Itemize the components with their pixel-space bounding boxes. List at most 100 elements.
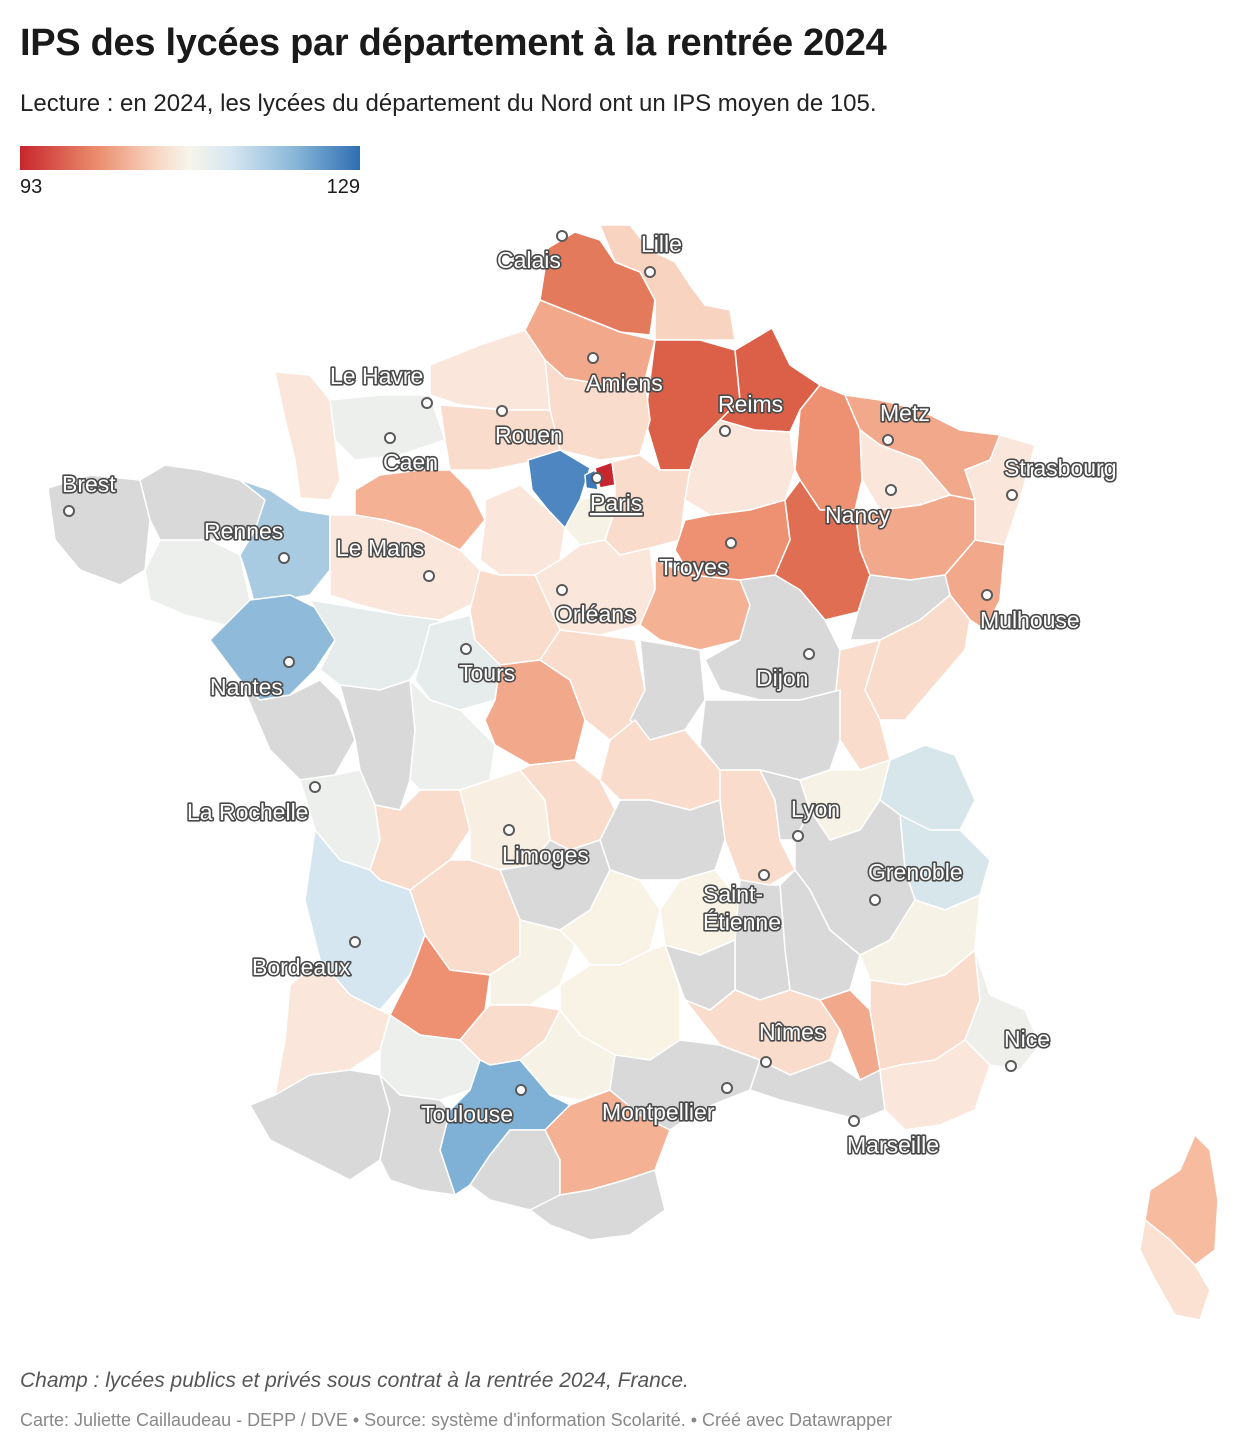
city-montpellier[interactable]: Montpellier: [600, 1082, 733, 1127]
department-gers[interactable]: [379, 1014, 481, 1101]
department-charente-maritime[interactable]: [299, 769, 381, 871]
department-moselle[interactable]: [844, 394, 1001, 501]
department-var[interactable]: [879, 1039, 991, 1131]
city-reims[interactable]: Reims: [716, 389, 785, 437]
department-loir-et-cher[interactable]: [469, 569, 561, 666]
city-rennes[interactable]: Rennes: [202, 516, 290, 564]
department-nievre[interactable]: [629, 639, 706, 741]
department-bas-rhin[interactable]: [964, 434, 1036, 546]
city-la-rochelle[interactable]: La Rochelle: [185, 781, 321, 827]
department-mayenne-sarthe[interactable]: [329, 514, 481, 621]
city-le-havre[interactable]: Le Havre: [328, 361, 433, 409]
department-vienne[interactable]: [409, 679, 496, 791]
department-haute-corse[interactable]: [1144, 1134, 1219, 1266]
department-eure[interactable]: [439, 404, 561, 471]
department-vaucluse[interactable]: [819, 989, 881, 1081]
department-alpes-maritimes[interactable]: [964, 949, 1041, 1071]
department-val-d-oise-yvelines[interactable]: [527, 449, 591, 529]
department-oise[interactable]: [544, 359, 651, 461]
department-deux-sevres[interactable]: [339, 679, 416, 811]
department-haute-vienne[interactable]: [459, 769, 551, 871]
department-pyrenees-atlantiques[interactable]: [249, 1069, 391, 1181]
city-marseille[interactable]: Marseille: [845, 1115, 941, 1160]
department-drome[interactable]: [779, 869, 861, 1001]
department-hautes-alpes[interactable]: [859, 894, 981, 986]
city-mulhouse[interactable]: Mulhouse: [978, 589, 1081, 635]
department-cote-d-or[interactable]: [704, 574, 841, 701]
city-nantes[interactable]: Nantes: [208, 656, 295, 702]
department-herault[interactable]: [609, 1039, 761, 1131]
department-indre[interactable]: [484, 659, 586, 766]
department-charente[interactable]: [369, 789, 471, 891]
department-vendee[interactable]: [239, 679, 356, 781]
department-maine-et-loire[interactable]: [309, 599, 441, 691]
department-marne[interactable]: [684, 419, 796, 516]
city-caen[interactable]: Caen: [381, 432, 440, 477]
department-correze[interactable]: [499, 839, 611, 931]
department-haute-saone[interactable]: [849, 574, 951, 641]
city-nancy[interactable]: Nancy: [823, 484, 897, 530]
city-rouen[interactable]: Rouen: [493, 405, 564, 450]
department-saone-et-loire[interactable]: [699, 689, 841, 781]
city-orleans[interactable]: Orléans: [553, 584, 637, 629]
city-toulouse[interactable]: Toulouse: [419, 1084, 527, 1129]
department-hautes-pyrenees[interactable]: [379, 1074, 456, 1196]
department-loire[interactable]: [719, 769, 796, 886]
department-ain[interactable]: [799, 759, 891, 841]
city-paris[interactable]: Paris: [588, 472, 644, 518]
city-le-mans[interactable]: Le Mans: [334, 533, 435, 582]
department-meurthe-et-moselle[interactable]: [859, 429, 951, 511]
department-hauts-de-seine[interactable]: [584, 469, 599, 491]
department-yonne[interactable]: [639, 559, 751, 651]
department-vosges[interactable]: [854, 494, 976, 581]
department-bouches-du-rhone[interactable]: [749, 1059, 886, 1121]
department-lozere[interactable]: [664, 939, 736, 1011]
city-nice[interactable]: Nice: [1002, 1024, 1052, 1072]
department-haut-rhin[interactable]: [944, 539, 1006, 631]
department-savoie[interactable]: [899, 814, 991, 911]
department-orne[interactable]: [354, 469, 486, 551]
department-gironde[interactable]: [304, 829, 426, 1011]
department-calvados[interactable]: [329, 394, 446, 461]
city-nimes[interactable]: Nîmes: [757, 1017, 827, 1068]
department-cher[interactable]: [539, 629, 646, 741]
department-paris[interactable]: [594, 461, 616, 489]
city-calais[interactable]: Calais: [495, 230, 568, 275]
department-cantal[interactable]: [559, 869, 661, 966]
department-manche[interactable]: [274, 371, 341, 501]
department-somme[interactable]: [524, 299, 656, 386]
department-haute-savoie[interactable]: [879, 744, 976, 831]
department-aveyron[interactable]: [559, 944, 681, 1061]
city-amiens[interactable]: Amiens: [584, 352, 664, 398]
department-lot[interactable]: [489, 919, 576, 1006]
department-cotes-d-armor[interactable]: [139, 464, 266, 541]
department-haute-marne[interactable]: [774, 479, 871, 621]
department-ardeche[interactable]: [734, 879, 791, 1001]
department-alpes-de-haute-provence[interactable]: [869, 949, 981, 1071]
department-haute-loire[interactable]: [659, 869, 741, 956]
department-lot-et-garonne[interactable]: [389, 934, 491, 1041]
department-indre-et-loire[interactable]: [414, 614, 501, 711]
city-lille[interactable]: Lille: [639, 229, 684, 278]
department-meuse[interactable]: [794, 384, 863, 511]
department-doubs[interactable]: [864, 594, 971, 721]
city-bordeaux[interactable]: Bordeaux: [250, 936, 361, 982]
city-brest[interactable]: Brest: [60, 469, 118, 517]
department-tarn[interactable]: [519, 1009, 616, 1101]
department-eure-et-loir[interactable]: [479, 484, 566, 576]
department-creuse[interactable]: [519, 759, 616, 851]
department-aisne[interactable]: [644, 339, 741, 471]
department-nord[interactable]: [599, 224, 736, 341]
department-haute-garonne[interactable]: [439, 1059, 571, 1196]
city-metz[interactable]: Metz: [878, 398, 931, 446]
department-aube[interactable]: [674, 499, 791, 581]
department-pyrenees-orientales[interactable]: [529, 1169, 666, 1241]
department-seine-maritime[interactable]: [429, 329, 551, 411]
department-loire-atlantique[interactable]: [209, 594, 336, 701]
department-ardennes[interactable]: [719, 327, 821, 433]
city-limoges[interactable]: Limoges: [500, 824, 591, 870]
city-grenoble[interactable]: Grenoble: [866, 857, 964, 906]
department-corse-du-sud[interactable]: [1139, 1219, 1211, 1321]
department-dordogne[interactable]: [409, 859, 521, 976]
department-jura[interactable]: [834, 639, 891, 771]
